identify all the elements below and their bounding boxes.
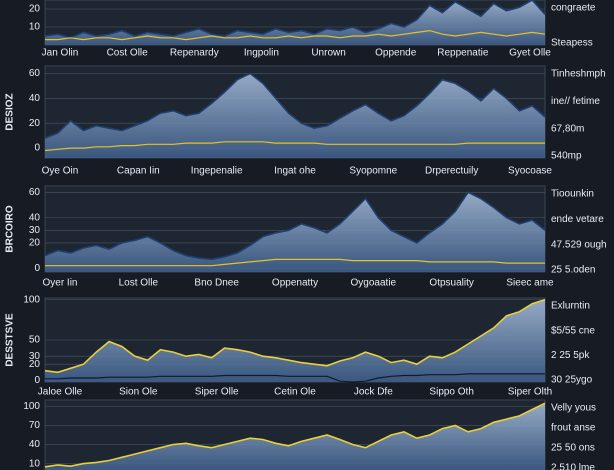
x-tick-label: Jaloe Olle bbox=[38, 387, 83, 398]
x-tick-label: Oyer Iin bbox=[42, 278, 77, 289]
x-tick-label: Sippo Oth bbox=[429, 387, 473, 398]
x-tick-label: Reppenatie bbox=[437, 48, 489, 59]
y-tick-label: 20 bbox=[29, 4, 41, 15]
x-tick-label: Gyet Olle bbox=[509, 48, 551, 59]
line bbox=[44, 141, 545, 152]
side-text: Exlurntin bbox=[551, 301, 590, 312]
side-text: 30 25ygo bbox=[551, 375, 593, 386]
y-tick-label: 30 bbox=[29, 351, 41, 362]
x-tick-label: Oye Oin bbox=[42, 166, 79, 177]
y-tick-label: 100 bbox=[23, 401, 40, 412]
side-text: 25 50 ons bbox=[551, 443, 595, 454]
side-text: ine// fetime bbox=[551, 96, 600, 107]
x-tick-label: Oppenatty bbox=[272, 278, 318, 289]
x-tick-label: Unrown bbox=[311, 48, 345, 59]
x-tick-label: Syocoase bbox=[508, 166, 552, 177]
x-tick-label: Bno Dnee bbox=[194, 278, 239, 289]
x-tick-label: Otpsuality bbox=[429, 278, 473, 289]
side-text: 540mp bbox=[551, 151, 582, 162]
area bbox=[45, 0, 545, 45]
side-label: BRCOIRO bbox=[5, 205, 16, 252]
y-tick-label: 20 bbox=[29, 238, 41, 249]
y-tick-label: 20 bbox=[29, 359, 41, 370]
area bbox=[45, 299, 545, 382]
y-tick-label: 100 bbox=[23, 294, 40, 305]
y-tick-label: 0 bbox=[34, 375, 40, 386]
x-tick-label: Repenardy bbox=[170, 48, 219, 59]
side-text: ende vetare bbox=[551, 214, 604, 225]
area bbox=[45, 192, 545, 272]
y-tick-label: 10 bbox=[29, 22, 41, 33]
side-text: 2,510 lme bbox=[551, 463, 595, 470]
side-text: Tioounkin bbox=[551, 189, 594, 200]
x-tick-label: Drperectuily bbox=[425, 166, 478, 177]
x-tick-label: Ingepenalie bbox=[191, 166, 243, 177]
side-label: DESIOZ bbox=[5, 93, 16, 130]
line bbox=[44, 0, 546, 39]
side-text: 67,80m bbox=[551, 123, 584, 134]
side-label: DESSTSVE bbox=[5, 313, 16, 367]
y-tick-label: 60 bbox=[29, 187, 41, 198]
line bbox=[44, 402, 546, 468]
side-text: $5/55 cne bbox=[551, 325, 595, 336]
side-text: Tinheshmph bbox=[551, 69, 606, 80]
x-tick-label: Sion Ole bbox=[119, 387, 158, 398]
x-tick-label: Oppende bbox=[375, 48, 417, 59]
y-tick-label: 30 bbox=[29, 225, 41, 236]
x-tick-label: Lost Olle bbox=[119, 278, 159, 289]
line bbox=[44, 191, 546, 261]
y-tick-label: 20 bbox=[29, 118, 41, 129]
side-text: 47.529 ough bbox=[551, 239, 607, 250]
line bbox=[45, 29, 546, 41]
side-text: congraete bbox=[551, 3, 596, 14]
side-text: Velly yous bbox=[551, 403, 596, 414]
y-tick-label: 0 bbox=[34, 263, 40, 274]
x-tick-label: Ingpolin bbox=[244, 48, 279, 59]
y-tick-label: 40 bbox=[29, 439, 41, 450]
line bbox=[45, 258, 545, 267]
line bbox=[45, 373, 545, 383]
side-text: frout anse bbox=[551, 423, 596, 434]
y-tick-label: 10 bbox=[29, 458, 41, 469]
y-tick-label: 40 bbox=[29, 212, 41, 223]
area bbox=[45, 403, 545, 470]
side-text: 2 25 5pk bbox=[551, 350, 590, 361]
y-tick-label: 40 bbox=[29, 93, 41, 104]
side-text: Steapess bbox=[551, 38, 593, 49]
line bbox=[44, 72, 546, 139]
x-tick-label: Siper Olth bbox=[508, 387, 552, 398]
x-tick-label: Oygoaatie bbox=[351, 278, 397, 289]
line bbox=[44, 298, 546, 374]
y-tick-label: 60 bbox=[29, 68, 41, 79]
x-tick-label: Siper Olle bbox=[195, 387, 239, 398]
side-text: 25 5.oden bbox=[551, 265, 596, 276]
area bbox=[45, 73, 545, 158]
y-tick-label: 0 bbox=[34, 143, 40, 154]
x-tick-label: Capan Iin bbox=[117, 166, 160, 177]
x-tick-label: Jock Dfe bbox=[354, 387, 393, 398]
x-tick-label: Jan Olin bbox=[42, 48, 79, 59]
y-tick-label: 50 bbox=[29, 335, 41, 346]
y-tick-label: 70 bbox=[29, 420, 41, 431]
x-tick-label: Cost Olle bbox=[107, 48, 149, 59]
x-tick-label: Sieec ame bbox=[506, 278, 554, 289]
x-tick-label: Cetin Ole bbox=[274, 387, 316, 398]
x-tick-label: Ingat ohe bbox=[274, 166, 316, 177]
x-tick-label: Syopomne bbox=[349, 166, 397, 177]
